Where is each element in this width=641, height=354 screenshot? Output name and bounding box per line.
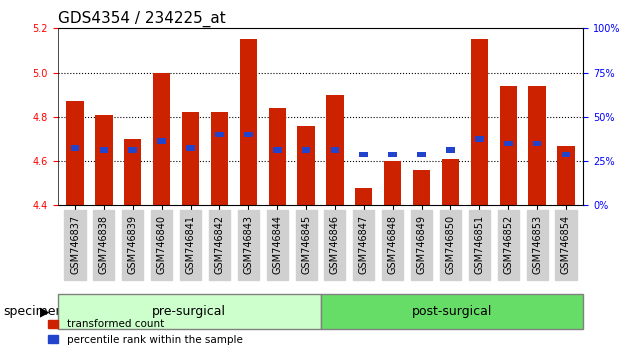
Bar	[244, 132, 253, 137]
Text: specimen: specimen	[3, 305, 63, 318]
Bar	[273, 147, 281, 153]
Bar	[475, 136, 484, 142]
Bar	[326, 95, 344, 205]
Bar	[182, 113, 199, 205]
Bar	[124, 139, 142, 205]
Bar	[442, 159, 459, 205]
Bar	[186, 145, 195, 150]
Bar	[269, 108, 286, 205]
Bar	[528, 86, 545, 205]
Bar	[388, 152, 397, 157]
Text: pre-surgical: pre-surgical	[152, 305, 226, 318]
Text: GDS4354 / 234225_at: GDS4354 / 234225_at	[58, 11, 226, 27]
Bar	[297, 126, 315, 205]
Bar	[302, 147, 310, 153]
Bar	[557, 145, 574, 205]
Bar	[533, 141, 542, 146]
Bar	[331, 147, 339, 153]
Bar	[499, 86, 517, 205]
Bar	[470, 39, 488, 205]
Bar	[562, 152, 570, 157]
Bar	[71, 145, 79, 150]
Bar	[504, 141, 513, 146]
Bar	[215, 132, 224, 137]
Bar	[413, 170, 430, 205]
Bar	[157, 138, 166, 144]
Bar	[153, 73, 171, 205]
Text: ▶: ▶	[40, 305, 50, 318]
Bar	[355, 188, 372, 205]
Bar	[99, 147, 108, 153]
Bar	[128, 147, 137, 153]
Bar	[240, 39, 257, 205]
Bar	[417, 152, 426, 157]
Bar	[446, 147, 455, 153]
Text: post-surgical: post-surgical	[412, 305, 492, 318]
Bar	[360, 152, 368, 157]
Bar	[384, 161, 401, 205]
Bar	[67, 101, 84, 205]
Legend: transformed count, percentile rank within the sample: transformed count, percentile rank withi…	[44, 315, 247, 349]
Bar	[211, 113, 228, 205]
Bar	[96, 115, 113, 205]
